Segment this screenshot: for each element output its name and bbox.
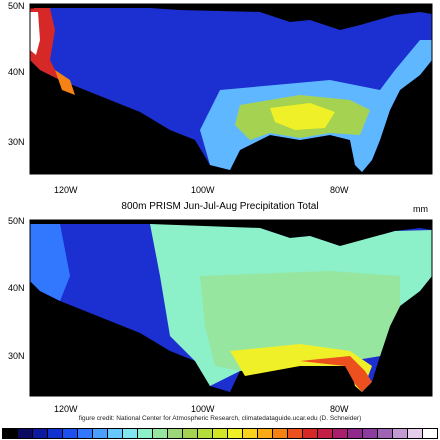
colorbar-swatch bbox=[63, 429, 78, 438]
top-lat-label-30n: 30N bbox=[8, 137, 25, 147]
top-lat-label-40n: 40N bbox=[8, 67, 25, 77]
top-lon-label-80w: 80W bbox=[330, 185, 349, 195]
bottom-lon-label-100w: 100W bbox=[191, 404, 215, 414]
bottom-map-panel: 50N 40N 30N 120W 100W 80W bbox=[0, 216, 440, 414]
bottom-map-frame bbox=[29, 219, 433, 397]
colorbar-swatch bbox=[273, 429, 288, 438]
colorbar-swatch bbox=[378, 429, 393, 438]
bottom-lat-label-30n: 30N bbox=[8, 351, 25, 361]
colorbar-swatch bbox=[153, 429, 168, 438]
colorbar-swatch bbox=[213, 429, 228, 438]
colorbar-swatch bbox=[123, 429, 138, 438]
bottom-lat-label-50n: 50N bbox=[8, 216, 25, 226]
colorbar-swatch bbox=[333, 429, 348, 438]
colorbar-swatch bbox=[228, 429, 243, 438]
colorbar-swatch bbox=[423, 429, 437, 438]
colorbar-swatch bbox=[168, 429, 183, 438]
colorbar-swatch bbox=[18, 429, 33, 438]
colorbar-swatch bbox=[183, 429, 198, 438]
colorbar-swatch bbox=[408, 429, 423, 438]
top-map-panel: 50N 40N 30N 120W 100W 80W bbox=[0, 0, 440, 200]
colorbar bbox=[2, 428, 438, 439]
colorbar-swatch bbox=[363, 429, 378, 438]
colorbar-swatch bbox=[33, 429, 48, 438]
colorbar-swatch bbox=[198, 429, 213, 438]
map-title: 800m PRISM Jun-Jul-Aug Precipitation Tot… bbox=[121, 201, 319, 212]
colorbar-swatch bbox=[318, 429, 333, 438]
colorbar-swatch bbox=[138, 429, 153, 438]
colorbar-swatch bbox=[243, 429, 258, 438]
colorbar-swatch bbox=[288, 429, 303, 438]
colorbar-swatch bbox=[258, 429, 273, 438]
bottom-lon-label-120w: 120W bbox=[54, 404, 78, 414]
top-lon-label-120w: 120W bbox=[54, 185, 78, 195]
bottom-lat-label-40n: 40N bbox=[8, 283, 25, 293]
top-lon-label-100w: 100W bbox=[191, 185, 215, 195]
colorbar-swatch bbox=[348, 429, 363, 438]
colorbar-swatch bbox=[393, 429, 408, 438]
colorbar-swatch bbox=[303, 429, 318, 438]
colorbar-swatch bbox=[78, 429, 93, 438]
top-lat-label-50n: 50N bbox=[8, 1, 25, 11]
bottom-lon-label-80w: 80W bbox=[330, 404, 349, 414]
figure-credit: figure credit: National Center for Atmos… bbox=[78, 415, 362, 422]
top-map-frame bbox=[29, 3, 433, 175]
units-label: mm bbox=[413, 204, 428, 214]
colorbar-swatch bbox=[48, 429, 63, 438]
colorbar-swatch bbox=[3, 429, 18, 438]
colorbar-swatch bbox=[108, 429, 123, 438]
colorbar-swatch bbox=[93, 429, 108, 438]
